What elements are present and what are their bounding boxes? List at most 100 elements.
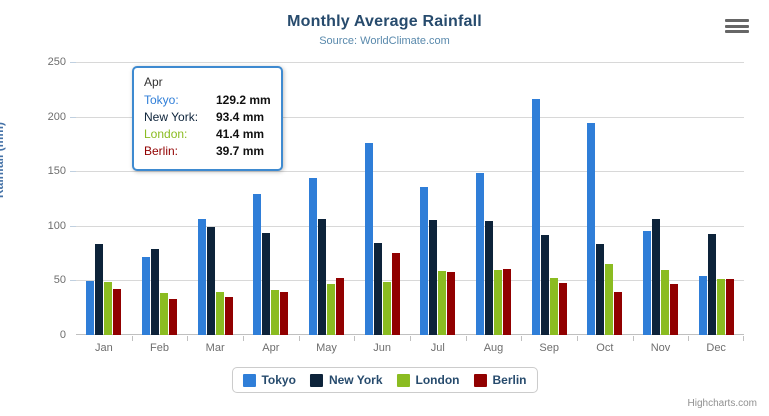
bar-tokyo-jun[interactable] xyxy=(364,142,373,335)
chart-subtitle: Source: WorldClimate.com xyxy=(319,35,450,47)
bar-tokyo-jul[interactable] xyxy=(420,186,429,335)
bar-berlin-nov[interactable] xyxy=(669,283,678,335)
bar-london-feb[interactable] xyxy=(159,292,168,335)
bar-group xyxy=(243,62,299,335)
grid-line xyxy=(76,171,744,173)
bar-tokyo-jan[interactable] xyxy=(86,280,95,335)
y-axis-tick-mark xyxy=(70,171,76,173)
legend-item-berlin[interactable]: Berlin xyxy=(473,373,527,387)
x-axis-tick-mark xyxy=(688,336,690,341)
bar-london-may[interactable] xyxy=(326,283,335,335)
bar-london-jul[interactable] xyxy=(438,270,447,335)
plot-area xyxy=(76,62,744,335)
bar-new-york-nov[interactable] xyxy=(651,218,660,335)
bar-berlin-jun[interactable] xyxy=(391,252,400,335)
bar-group xyxy=(299,62,355,335)
credits-label[interactable]: Highcharts.com xyxy=(687,398,757,409)
bar-new-york-oct[interactable] xyxy=(596,243,605,335)
bar-london-aug[interactable] xyxy=(493,269,502,335)
bar-group xyxy=(132,62,188,335)
bar-new-york-apr[interactable] xyxy=(262,233,271,335)
bar-tokyo-dec[interactable] xyxy=(698,275,707,335)
bar-tokyo-may[interactable] xyxy=(308,177,317,335)
bar-new-york-jan[interactable] xyxy=(95,243,104,335)
tooltip-series-value: 129.2 mm xyxy=(216,93,271,107)
bar-new-york-sep[interactable] xyxy=(540,235,549,335)
menu-bar-3 xyxy=(725,30,749,33)
tooltip-row: Tokyo: 129.2 mm xyxy=(144,92,271,109)
x-axis-tick-mark xyxy=(410,336,411,341)
bar-new-york-jun[interactable] xyxy=(373,242,382,335)
bar-london-apr[interactable] xyxy=(271,289,280,335)
bar-berlin-feb[interactable] xyxy=(168,298,177,335)
tooltip-series-value: 41.4 mm xyxy=(216,127,265,141)
x-axis-label-nov: Nov xyxy=(650,342,671,354)
x-axis-label-jan: Jan xyxy=(94,342,113,354)
bar-berlin-sep[interactable] xyxy=(558,283,567,335)
bar-new-york-feb[interactable] xyxy=(150,248,159,335)
bar-new-york-dec[interactable] xyxy=(707,234,716,335)
bar-london-nov[interactable] xyxy=(660,270,669,335)
bar-berlin-dec[interactable] xyxy=(725,279,734,335)
tooltip-series-value: 93.4 mm xyxy=(216,110,265,124)
bar-group xyxy=(354,62,410,335)
y-axis-tick-label: 250 xyxy=(47,56,66,68)
x-axis-label-may: May xyxy=(316,342,337,354)
tooltip-row: Berlin: 39.7 mm xyxy=(144,143,271,160)
bar-berlin-jul[interactable] xyxy=(447,272,456,335)
legend-item-tokyo[interactable]: Tokyo xyxy=(242,373,296,387)
x-axis-tick-mark xyxy=(465,336,467,341)
bar-berlin-aug[interactable] xyxy=(502,269,511,335)
bar-berlin-may[interactable] xyxy=(335,277,344,335)
bar-tokyo-nov[interactable] xyxy=(642,230,651,335)
bar-berlin-apr[interactable] xyxy=(280,291,289,335)
bar-new-york-mar[interactable] xyxy=(206,227,215,335)
chart-title: Monthly Average Rainfall xyxy=(287,13,482,30)
bar-london-jun[interactable] xyxy=(382,282,391,335)
legend-label: New York xyxy=(328,373,383,387)
bar-berlin-jan[interactable] xyxy=(113,288,122,335)
bar-berlin-oct[interactable] xyxy=(614,292,623,335)
bar-group xyxy=(688,62,744,335)
x-axis-tick-mark xyxy=(577,336,578,341)
bar-group xyxy=(633,62,689,335)
y-axis-tick-mark xyxy=(70,62,76,63)
bar-london-dec[interactable] xyxy=(716,279,725,335)
bar-group xyxy=(76,62,132,335)
bar-tokyo-aug[interactable] xyxy=(475,172,484,335)
bar-tokyo-apr[interactable] xyxy=(253,193,262,335)
y-axis-tick-mark xyxy=(70,116,76,118)
menu-bar-2 xyxy=(725,24,749,28)
tooltip-row: London: 41.4 mm xyxy=(144,126,271,143)
legend-item-new-york[interactable]: New York xyxy=(309,373,383,387)
grid-line xyxy=(76,225,744,227)
bar-london-jan[interactable] xyxy=(104,281,113,335)
bar-new-york-jul[interactable] xyxy=(429,220,438,335)
x-axis-tick-mark xyxy=(243,336,244,341)
y-axis-tick-mark xyxy=(70,225,76,227)
legend-item-london[interactable]: London xyxy=(396,373,460,387)
x-axis-tick-mark xyxy=(521,336,523,341)
legend-swatch-icon xyxy=(473,373,487,387)
legend-swatch-icon xyxy=(396,373,410,387)
bar-tokyo-mar[interactable] xyxy=(197,218,206,335)
bar-berlin-mar[interactable] xyxy=(224,297,233,335)
bar-new-york-aug[interactable] xyxy=(484,221,493,335)
y-axis-tick-label: 200 xyxy=(47,110,66,123)
bar-group xyxy=(577,62,633,335)
bar-tokyo-oct[interactable] xyxy=(587,123,596,335)
bar-london-mar[interactable] xyxy=(215,292,224,335)
y-axis-tick-label: 100 xyxy=(47,219,66,232)
x-axis-label-jun: Jun xyxy=(373,342,392,354)
bar-tokyo-feb[interactable] xyxy=(141,256,150,335)
bar-london-oct[interactable] xyxy=(605,263,614,335)
bar-new-york-may[interactable] xyxy=(317,219,326,335)
bar-london-sep[interactable] xyxy=(549,277,558,335)
y-axis-tick-label: 150 xyxy=(47,165,66,178)
hamburger-menu-icon[interactable] xyxy=(725,17,749,35)
x-axis-label-jul: Jul xyxy=(430,342,445,354)
bar-tokyo-sep[interactable] xyxy=(531,98,540,335)
legend: Tokyo New York London Berlin xyxy=(231,367,538,393)
x-axis-label-mar: Mar xyxy=(205,342,225,354)
legend-label: London xyxy=(415,373,460,387)
